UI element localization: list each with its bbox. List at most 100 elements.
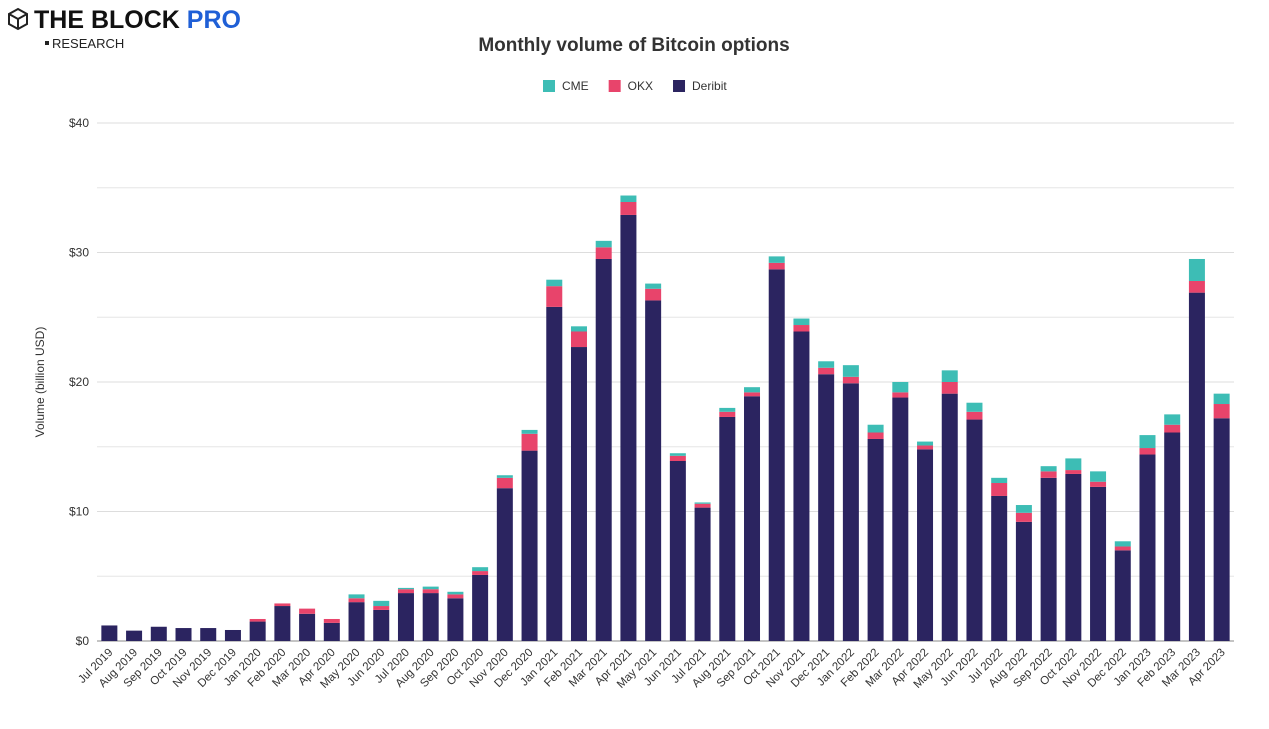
bar-segment xyxy=(472,574,489,641)
bar-segment xyxy=(521,433,538,451)
bar-segment xyxy=(299,613,316,641)
bar-segment xyxy=(917,441,934,446)
bar-segment xyxy=(1015,512,1032,522)
bar-segment xyxy=(546,286,563,307)
bar-segment xyxy=(175,628,192,641)
bar-segment xyxy=(1139,435,1156,449)
brand-name: THE BLOCK xyxy=(34,6,180,34)
bar-segment xyxy=(966,402,983,412)
y-tick-label: $30 xyxy=(69,246,89,260)
bar-segment xyxy=(1164,424,1181,433)
bar-segment xyxy=(669,455,686,461)
bar-segment xyxy=(200,628,217,641)
bar-segment xyxy=(793,331,810,641)
bar-segment xyxy=(595,258,612,641)
bar-segment xyxy=(867,424,884,433)
bar-segment xyxy=(348,594,365,599)
bar-segment xyxy=(842,376,859,384)
bar-segment xyxy=(867,432,884,439)
bar-segment xyxy=(645,283,662,289)
bar-segment xyxy=(892,382,909,393)
legend-swatch xyxy=(673,80,686,92)
bar-segment xyxy=(397,589,414,594)
bar-segment xyxy=(496,488,513,641)
bar-segment xyxy=(348,598,365,603)
bar-segment xyxy=(818,367,835,375)
bar-segment xyxy=(1015,505,1032,513)
bar-segment xyxy=(1213,418,1230,641)
bar-segment xyxy=(373,600,390,607)
bullet xyxy=(45,41,49,45)
bar-segment xyxy=(719,411,736,417)
legend-label: OKX xyxy=(628,79,653,93)
bar-segment xyxy=(373,609,390,641)
bar-segment xyxy=(1188,292,1205,641)
bar-segment xyxy=(546,279,563,287)
bar-segment xyxy=(620,214,637,641)
bar-segment xyxy=(570,326,587,332)
brand-suffix: PRO xyxy=(187,6,241,34)
bar-segment xyxy=(744,396,761,641)
bar-segment xyxy=(1065,473,1082,641)
bar-segment xyxy=(521,450,538,641)
legend-swatch xyxy=(608,80,621,92)
bar-segment xyxy=(397,587,414,590)
bar-segment xyxy=(1164,432,1181,641)
bar-segment xyxy=(620,195,637,202)
bar-segment xyxy=(1164,414,1181,425)
bar-segment xyxy=(719,407,736,412)
legend-swatch xyxy=(543,80,555,92)
bar-segment xyxy=(570,347,587,641)
bar-segment xyxy=(224,629,241,641)
bar-segment xyxy=(842,365,859,377)
bar-segment xyxy=(150,626,167,641)
bar-segment xyxy=(249,621,266,641)
bar-segment xyxy=(1090,486,1107,641)
bar-segment xyxy=(694,507,711,641)
legend-label: CME xyxy=(562,79,589,93)
bar-segment xyxy=(941,370,958,382)
bar-segment xyxy=(595,240,612,248)
bar-segment xyxy=(669,453,686,456)
bar-segment xyxy=(793,318,810,326)
bar-segment xyxy=(1090,471,1107,482)
bar-segment xyxy=(941,382,958,394)
bar-segment xyxy=(1040,466,1057,472)
y-tick-label: $0 xyxy=(76,634,90,648)
bar-segment xyxy=(1090,481,1107,487)
bar-segment xyxy=(422,593,439,641)
bar-segment xyxy=(299,608,316,614)
bar-segment xyxy=(447,594,464,599)
bar-segment xyxy=(422,589,439,594)
bar-segment xyxy=(249,618,266,622)
bar-segment xyxy=(1139,454,1156,641)
bar-segment xyxy=(447,598,464,641)
bar-segment xyxy=(744,387,761,393)
bar-segment xyxy=(570,331,587,348)
bar-segment xyxy=(496,475,513,478)
y-tick-label: $40 xyxy=(69,116,89,130)
brand: THE BLOCK PRO xyxy=(34,6,241,34)
bar-segment xyxy=(1065,458,1082,471)
bar-segment xyxy=(472,571,489,575)
bar-segment xyxy=(966,411,983,420)
chart-title: Monthly volume of Bitcoin options xyxy=(478,35,789,56)
bar-segment xyxy=(546,306,563,641)
bar-segment xyxy=(1188,280,1205,293)
bar-segment xyxy=(793,325,810,332)
bar-segment xyxy=(323,618,340,623)
bar-segment xyxy=(694,503,711,508)
bar-segment xyxy=(892,397,909,641)
bar-segment xyxy=(472,567,489,572)
bar-segment xyxy=(719,416,736,641)
bar-segment xyxy=(1040,471,1057,478)
bar-segment xyxy=(1114,550,1131,641)
bar-segment xyxy=(645,288,662,301)
bar-segment xyxy=(645,300,662,641)
bar-segment xyxy=(1015,521,1032,641)
bar-segment xyxy=(991,477,1008,484)
y-tick-label: $20 xyxy=(69,375,89,389)
bar-segment xyxy=(496,477,513,489)
bar-segment xyxy=(694,502,711,504)
